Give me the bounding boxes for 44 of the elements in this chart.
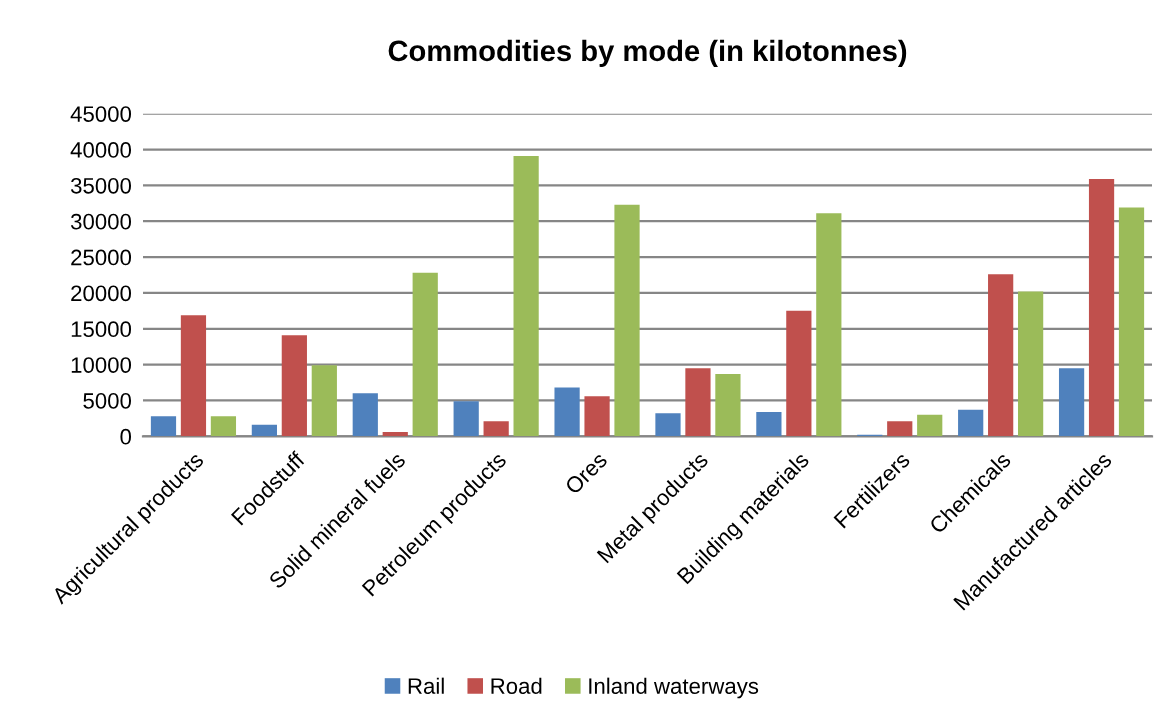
bar — [210, 416, 237, 437]
bar — [352, 393, 378, 437]
y-tick-label: 45000 — [70, 106, 132, 122]
bar — [554, 387, 580, 437]
bar — [281, 335, 307, 437]
bar — [685, 368, 711, 437]
bar — [483, 421, 509, 437]
y-tick-label: 25000 — [71, 249, 132, 266]
y-tick-label: 5000 — [83, 392, 132, 409]
bar — [958, 409, 984, 437]
y-tick-label: 35000 — [70, 177, 132, 194]
chart-title: Commodities by mode (in kilotonnes) — [388, 39, 907, 67]
bar — [150, 416, 177, 437]
bar — [756, 411, 782, 437]
bar — [584, 396, 610, 437]
bar — [251, 424, 277, 437]
legend-label: Rail — [408, 677, 444, 694]
y-tick-label: 30000 — [70, 213, 132, 230]
bar — [786, 310, 812, 437]
y-tick-label: 10000 — [71, 357, 132, 373]
bar — [311, 365, 337, 437]
bar — [412, 272, 438, 437]
bar — [988, 274, 1014, 437]
legend-label: Inland waterways — [589, 677, 759, 699]
legend-label: Road — [491, 677, 542, 694]
bar — [917, 414, 943, 437]
bar — [513, 156, 539, 437]
y-tick-label: 15000 — [71, 321, 132, 338]
x-tick-label: Ores — [564, 451, 609, 496]
bar — [816, 213, 842, 437]
y-tick-label: 40000 — [70, 142, 132, 158]
y-tick-label: 0 — [120, 428, 132, 445]
bar — [1058, 368, 1085, 437]
bar — [887, 421, 913, 437]
bar — [1088, 178, 1115, 437]
bar — [1118, 207, 1145, 437]
bar — [382, 432, 408, 437]
bar — [614, 204, 640, 437]
bar — [180, 315, 207, 437]
bar — [655, 413, 681, 437]
bar — [715, 373, 741, 437]
y-tick-label: 20000 — [71, 285, 132, 302]
bar — [453, 401, 479, 437]
bar — [1018, 291, 1044, 437]
